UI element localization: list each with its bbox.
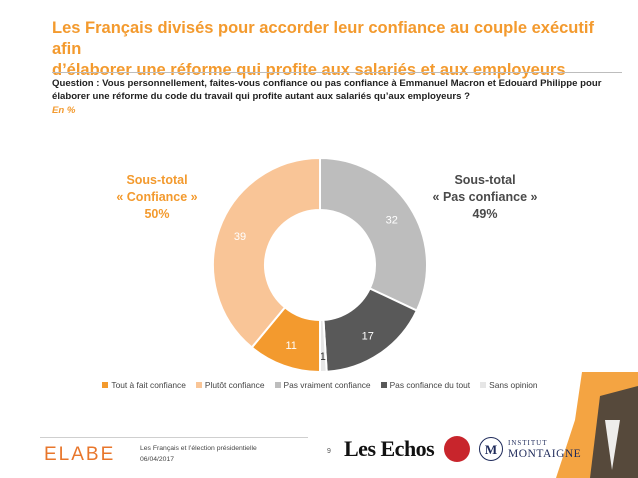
red-circle-logo [444,436,470,462]
subtotal-pas-confiance-line-1: Sous-total [454,173,516,187]
elabe-logo: ELABE [44,444,116,465]
legend-swatch-5 [480,382,487,388]
legend-item-3: Pas vraiment confiance [274,380,371,390]
title-divider [52,72,622,73]
page-title: Les Français divisés pour accorder leur … [52,18,612,81]
legend-label-5: Sans opinion [489,380,538,390]
subtotal-confiance-value: 50% [144,207,170,221]
legend-item-1: Tout à fait confiance [102,380,186,390]
subtotal-pas-confiance-value: 49% [472,207,498,221]
footer-divider [40,437,308,438]
legend-item-5: Sans opinion [480,380,538,390]
footer-date: 06/04/2017 [140,456,175,463]
subtotal-confiance-line-2: « Confiance » [116,190,198,204]
legend-swatch-4 [380,382,387,388]
les-echos-logo: Les Echos [344,436,435,461]
legend-swatch-1 [102,382,109,388]
subtotal-confiance-line-1: Sous-total [126,173,188,187]
subtotal-confiance: Sous-total « Confiance » 50% [72,172,242,223]
donut-slice-label-5: 1 [320,351,326,363]
legend-swatch-3 [274,382,281,388]
donut-slice-3 [319,156,428,312]
legend-label-3: Pas vraiment confiance [283,380,371,390]
legend-item-4: Pas confiance du tout [380,380,471,390]
title-line-1: Les Français divisés pour accorder leur … [52,19,594,58]
unit-label: En % [52,105,76,116]
subtotal-pas-confiance-line-2: « Pas confiance » [432,190,538,204]
institut-montaigne-logo: INSTITUT MONTAIGNE [508,438,581,460]
legend-item-2: Plutôt confiance [195,380,265,390]
subtotal-pas-confiance: Sous-total « Pas confiance » 49% [400,172,570,223]
donut-slice-label-4: 17 [362,330,374,342]
legend-label-2: Plutôt confiance [204,380,265,390]
institut-label: INSTITUT [508,439,548,447]
donut-slice-label-2: 39 [234,231,246,243]
question-line-1: Question : Vous personnellement, faites-… [52,78,602,89]
question-line-2: élaborer une réforme du code du travail … [52,90,470,102]
footer-source: Les Français et l’élection présidentiell… [140,443,257,465]
donut-slice-label-1: 11 [285,340,296,352]
title-line-2: d’élaborer une réforme qui profite aux s… [52,61,566,79]
donut-slice-2 [212,156,321,349]
footer-source-line-1: Les Français et l’élection présidentiell… [140,445,257,452]
chart-legend: Tout à fait confiance Plutôt confiance Pas… [60,380,580,390]
legend-label-1: Tout à fait confiance [111,380,186,390]
question-text: Question : Vous personnellement, faites-… [52,78,617,103]
montaigne-label: MONTAIGNE [508,448,582,460]
montaigne-emblem: M [479,437,503,461]
page-number: 9 [327,448,331,455]
deco-white-cut [605,420,620,470]
legend-swatch-2 [195,382,202,388]
legend-label-4: Pas confiance du tout [389,380,471,390]
donut-slice-label-3: 32 [386,214,398,226]
